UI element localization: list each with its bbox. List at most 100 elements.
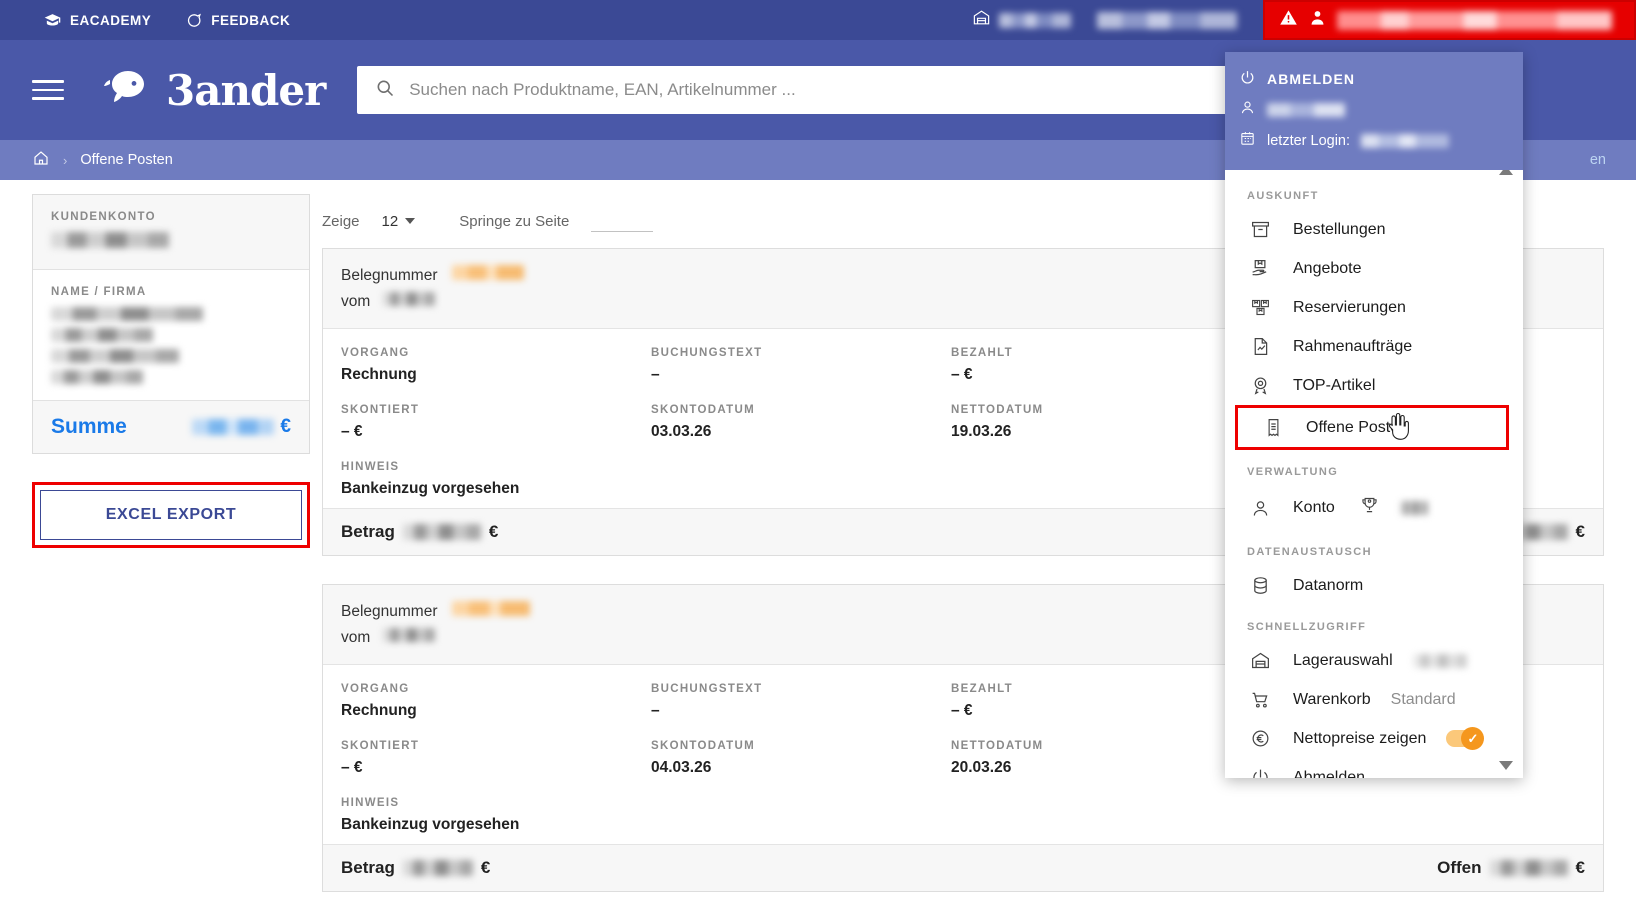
eacademy-link[interactable]: EACADEMY bbox=[44, 12, 151, 29]
lagerauswahl-value-redacted bbox=[1412, 653, 1467, 668]
brand-name: 3ander bbox=[166, 65, 326, 115]
field-hinweis: HINWEIS Bankeinzug vorgesehen bbox=[341, 797, 1585, 834]
name-line bbox=[51, 349, 179, 363]
breadcrumb: › Offene Posten bbox=[32, 149, 173, 171]
bezahlt-label: BEZAHLT bbox=[951, 347, 1013, 360]
database-icon bbox=[1247, 575, 1273, 596]
field-skontiert: SKONTIERT – € bbox=[341, 740, 651, 777]
field-skontodatum: SKONTODATUM 03.03.26 bbox=[651, 404, 951, 441]
breadcrumb-current: Offene Posten bbox=[80, 152, 173, 168]
scroll-up-arrow-icon[interactable] bbox=[1499, 170, 1513, 175]
summe-value: € bbox=[192, 416, 291, 438]
hinweis-value: Bankeinzug vorgesehen bbox=[341, 816, 520, 834]
person-icon bbox=[1247, 498, 1273, 519]
belegnummer-label: Belegnummer bbox=[341, 267, 438, 284]
zeige-label: Zeige bbox=[322, 212, 360, 230]
menu-item-label: Nettopreise zeigen bbox=[1293, 729, 1427, 747]
vom-row: vom bbox=[341, 625, 1585, 651]
menu-item-warenkorb[interactable]: Warenkorb Standard bbox=[1225, 680, 1523, 719]
offen-group: Offen € bbox=[1437, 858, 1585, 878]
dropdown-group-title: VERWALTUNG bbox=[1247, 466, 1339, 478]
belegnummer-label: Belegnummer bbox=[341, 603, 438, 621]
menu-item-lagerauswahl[interactable]: Lagerauswahl bbox=[1225, 641, 1523, 680]
bezahlt-value: – € bbox=[951, 702, 973, 720]
warning-triangle-icon bbox=[1279, 8, 1298, 32]
belegnummer-row: Belegnummer bbox=[341, 599, 1585, 625]
vorgang-value: Rechnung bbox=[341, 702, 417, 720]
belegnummer-row: Belegnummer bbox=[341, 263, 1585, 289]
bezahlt-value: – € bbox=[951, 366, 973, 384]
scroll-down-arrow-icon[interactable] bbox=[1499, 761, 1513, 770]
user-badge-icon bbox=[1308, 8, 1327, 32]
vom-value-redacted bbox=[382, 291, 435, 306]
impersonation-value-redacted bbox=[1337, 10, 1612, 30]
hamburger-menu-icon[interactable] bbox=[32, 74, 64, 106]
menu-item-reservierungen[interactable]: Reservierungen bbox=[1225, 288, 1523, 327]
warenkorb-value: Standard bbox=[1390, 690, 1456, 708]
search-box[interactable] bbox=[357, 66, 1248, 114]
brand-logo[interactable]: 3ander bbox=[102, 65, 326, 115]
jump-to-page-input[interactable] bbox=[591, 210, 654, 232]
betrag-label: Betrag bbox=[341, 522, 395, 542]
power-icon bbox=[1239, 69, 1256, 89]
impersonation-banner[interactable] bbox=[1263, 0, 1636, 40]
field-skontodatum: SKONTODATUM 04.03.26 bbox=[651, 740, 951, 777]
top-utility-links: EACADEMY FEEDBACK bbox=[44, 12, 290, 29]
menu-item-bestellungen[interactable]: Bestellungen bbox=[1225, 210, 1523, 249]
menu-item-offene-posten-highlight: Offene Posten bbox=[1235, 405, 1509, 450]
feedback-label: FEEDBACK bbox=[211, 12, 291, 28]
menu-item-label: Datanorm bbox=[1293, 576, 1364, 594]
mouse-cursor-pointer-icon bbox=[1385, 412, 1411, 447]
belegnummer-value-redacted bbox=[451, 265, 524, 280]
page-size-value: 12 bbox=[381, 212, 399, 230]
menu-item-rahmenauftraege[interactable]: Rahmenaufträge bbox=[1225, 327, 1523, 366]
dropdown-group-title: DATENAUSTAUSCH bbox=[1247, 546, 1372, 558]
menu-item-label: TOP-Artikel bbox=[1293, 376, 1376, 394]
betrag-currency: € bbox=[480, 858, 491, 878]
logout-title-label: ABMELDEN bbox=[1267, 71, 1356, 87]
menu-item-abmelden[interactable]: Abmelden bbox=[1225, 758, 1523, 778]
menu-item-label: Bestellungen bbox=[1293, 220, 1386, 238]
summe-label: Summe bbox=[51, 415, 127, 438]
warehouse-selector[interactable] bbox=[972, 8, 1071, 32]
page-size-select[interactable]: 12 bbox=[382, 213, 416, 230]
menu-item-konto[interactable]: Konto bbox=[1225, 486, 1523, 530]
kundenkonto-section: KUNDENKONTO bbox=[33, 195, 309, 269]
account-dropdown-menu: ABMELDEN letzter Login: AUSKUNFT Bestell… bbox=[1225, 52, 1523, 778]
betrag-value-redacted bbox=[402, 524, 481, 541]
field-buchungstext: BUCHUNGSTEXT – bbox=[651, 683, 951, 720]
betrag-value-redacted bbox=[402, 860, 473, 877]
account-indicator[interactable] bbox=[1097, 11, 1237, 29]
nettodatum-label: NETTODATUM bbox=[951, 404, 1044, 417]
offen-currency: € bbox=[1575, 522, 1585, 542]
skontiert-value: – € bbox=[341, 423, 363, 441]
offen-currency: € bbox=[1575, 858, 1585, 878]
nettopreise-toggle[interactable]: ✓ bbox=[1446, 727, 1485, 750]
menu-item-top-artikel[interactable]: TOP-Artikel bbox=[1225, 366, 1523, 405]
account-value-redacted bbox=[1097, 11, 1237, 29]
home-icon[interactable] bbox=[32, 149, 50, 171]
breadcrumb-right-link[interactable]: en bbox=[1589, 152, 1606, 168]
trophy-icon bbox=[1359, 495, 1380, 521]
betrag-group: Betrag € bbox=[341, 522, 498, 542]
menu-item-offene-posten[interactable]: Offene Posten bbox=[1248, 408, 1506, 447]
search-input[interactable] bbox=[407, 79, 1230, 101]
menu-item-datanorm[interactable]: Datanorm bbox=[1225, 566, 1523, 605]
cart-icon bbox=[1247, 689, 1273, 710]
dropdown-body[interactable]: AUSKUNFT Bestellungen Angebote Reservier… bbox=[1225, 170, 1523, 778]
skontiert-value: – € bbox=[341, 759, 363, 777]
field-vorgang: VORGANG Rechnung bbox=[341, 683, 651, 720]
name-firma-label: NAME / FIRMA bbox=[51, 286, 147, 298]
excel-export-button[interactable]: EXCEL EXPORT bbox=[40, 490, 302, 540]
menu-item-nettopreise[interactable]: Nettopreise zeigen ✓ bbox=[1225, 719, 1523, 758]
name-line bbox=[51, 307, 203, 321]
dropdown-header: ABMELDEN letzter Login: bbox=[1225, 52, 1523, 170]
betrag-currency: € bbox=[488, 522, 499, 542]
dropdown-logout-title[interactable]: ABMELDEN bbox=[1239, 64, 1509, 94]
power-icon bbox=[1247, 767, 1273, 778]
menu-item-angebote[interactable]: Angebote bbox=[1225, 249, 1523, 288]
hinweis-label: HINWEIS bbox=[341, 461, 400, 474]
boxes-icon bbox=[1247, 297, 1273, 318]
feedback-link[interactable]: FEEDBACK bbox=[185, 12, 290, 29]
konto-value-redacted bbox=[1399, 501, 1428, 515]
